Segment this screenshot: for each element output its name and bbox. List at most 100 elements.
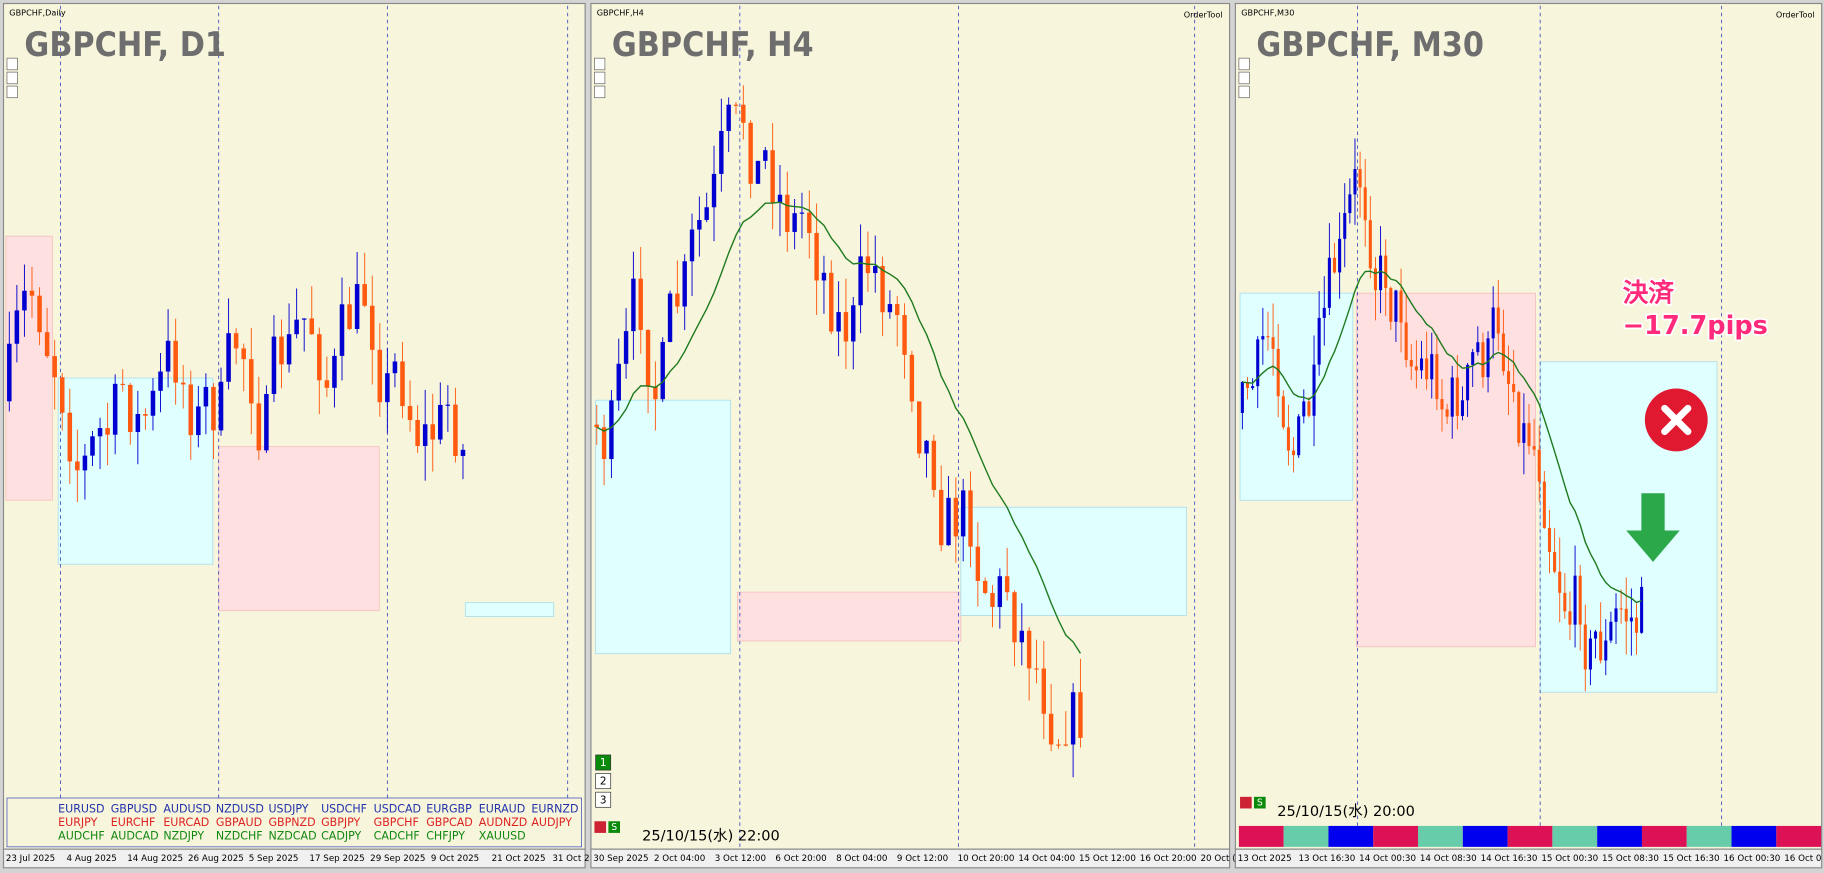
candle-body xyxy=(226,333,231,382)
toggle-button[interactable] xyxy=(608,821,621,833)
candle-body xyxy=(279,336,284,365)
symbol-button[interactable]: NZDCAD xyxy=(268,829,316,842)
candle-body xyxy=(1624,608,1628,622)
candle-body xyxy=(59,377,65,413)
candle-body xyxy=(1440,399,1444,410)
candle-body xyxy=(1384,255,1388,289)
symbol-button[interactable]: AUDUSD xyxy=(163,803,211,816)
symbol-button[interactable]: AUDCAD xyxy=(111,829,159,842)
symbol-button[interactable]: XAUUSD xyxy=(479,829,526,842)
candle-body xyxy=(339,304,345,356)
candle-body xyxy=(1527,423,1531,447)
scroll-button[interactable] xyxy=(594,57,606,71)
close-button[interactable] xyxy=(1240,796,1252,809)
scroll-button[interactable] xyxy=(6,71,18,85)
close-button[interactable] xyxy=(594,821,607,833)
candle-body xyxy=(128,384,133,432)
chart-title: GBPCHF, M30 xyxy=(1256,25,1484,64)
symbol-button[interactable]: GBPCAD xyxy=(426,816,473,829)
symbol-button[interactable]: NZDUSD xyxy=(216,803,264,816)
toggle-button[interactable] xyxy=(1254,796,1266,809)
symbol-button[interactable]: EURUSD xyxy=(58,803,104,816)
candle-body xyxy=(241,348,246,360)
symbol-button[interactable]: CHFJPY xyxy=(426,829,465,842)
symbol-button[interactable]: GBPUSD xyxy=(111,803,157,816)
scroll-button[interactable] xyxy=(1238,71,1250,85)
scroll-button[interactable] xyxy=(6,57,18,71)
symbol-button[interactable]: AUDJPY xyxy=(531,816,572,829)
candle-body xyxy=(1568,611,1572,625)
candle-body xyxy=(1048,713,1054,745)
scroll-button[interactable] xyxy=(1238,85,1250,99)
candle-body xyxy=(733,104,739,106)
candle-body xyxy=(1404,322,1408,361)
symbol-button[interactable]: USDCHF xyxy=(321,803,367,816)
candle-body xyxy=(807,212,812,233)
candle-body xyxy=(726,104,731,131)
candle-body xyxy=(44,332,50,357)
order-tool[interactable]: OrderTool xyxy=(1184,10,1223,20)
symbol-button[interactable]: AUDCHF xyxy=(58,829,105,842)
candle-body xyxy=(1578,575,1582,625)
candle-body xyxy=(233,333,239,349)
candle-body xyxy=(248,359,254,404)
candle-body xyxy=(748,122,753,184)
symbol-button[interactable]: NZDJPY xyxy=(163,829,204,842)
candle-body xyxy=(1012,592,1017,643)
candle-body xyxy=(785,194,790,232)
symbol-button[interactable]: EURCAD xyxy=(163,816,209,829)
symbol-button[interactable]: EURAUD xyxy=(479,803,525,816)
number-label: 2 xyxy=(600,776,607,788)
time-label: 15 Oct 00:30 xyxy=(1541,854,1598,864)
state-segment xyxy=(1418,825,1463,847)
symbol-button[interactable]: EURGBP xyxy=(426,803,472,816)
candle-body xyxy=(1271,337,1275,349)
number-button[interactable] xyxy=(595,754,612,771)
symbol-button[interactable]: USDJPY xyxy=(268,803,308,816)
order-tool[interactable]: OrderTool xyxy=(1776,10,1815,20)
candle-body xyxy=(645,329,651,387)
candle-body xyxy=(1640,586,1644,633)
symbol-button[interactable]: NZDCHF xyxy=(216,829,263,842)
candle-body xyxy=(873,266,878,274)
scroll-button[interactable] xyxy=(6,85,18,99)
candle-body xyxy=(1245,382,1250,389)
candle-body xyxy=(880,266,885,313)
candle-body xyxy=(1026,630,1032,669)
chart-header: GBPCHF,Daily xyxy=(9,7,66,17)
candle-body xyxy=(1322,307,1326,318)
candle-body xyxy=(1399,290,1403,323)
exit-cross xyxy=(1661,404,1692,436)
candle-body xyxy=(1553,551,1557,572)
scroll-button[interactable] xyxy=(594,71,606,85)
zone-box xyxy=(218,446,380,612)
time-label: 14 Aug 2025 xyxy=(127,854,183,864)
symbol-button[interactable]: GBPAUD xyxy=(216,816,262,829)
candle-body xyxy=(638,278,643,330)
candle-body xyxy=(1460,400,1464,416)
candle-body xyxy=(1307,401,1311,416)
candle-body xyxy=(836,312,841,332)
candle-body xyxy=(946,497,951,546)
symbol-button[interactable]: EURCHF xyxy=(111,816,156,829)
candle-body xyxy=(675,293,680,307)
scroll-button[interactable] xyxy=(594,85,606,99)
symbol-button[interactable]: EURJPY xyxy=(58,816,97,829)
number-button[interactable] xyxy=(595,791,612,808)
symbol-button[interactable]: GBPNZD xyxy=(268,816,315,829)
symbol-button[interactable]: EURNZD xyxy=(531,803,578,816)
timestamp: 25/10/15(水) 22:00 xyxy=(642,827,780,844)
number-button[interactable] xyxy=(595,773,612,790)
candle-body xyxy=(1276,348,1280,397)
symbol-button[interactable]: GBPCHF xyxy=(374,816,419,829)
symbol-button[interactable]: USDCAD xyxy=(374,803,421,816)
symbol-button[interactable]: CADJPY xyxy=(321,829,361,842)
candle-body xyxy=(763,150,768,161)
candle-body xyxy=(1517,392,1521,443)
symbol-button[interactable]: GBPJPY xyxy=(321,816,360,829)
symbol-button[interactable]: AUDNZD xyxy=(479,816,528,829)
symbol-button[interactable]: CADCHF xyxy=(374,829,420,842)
candle-body xyxy=(1332,257,1337,273)
scroll-button[interactable] xyxy=(1238,57,1250,71)
candle-body xyxy=(982,580,988,593)
